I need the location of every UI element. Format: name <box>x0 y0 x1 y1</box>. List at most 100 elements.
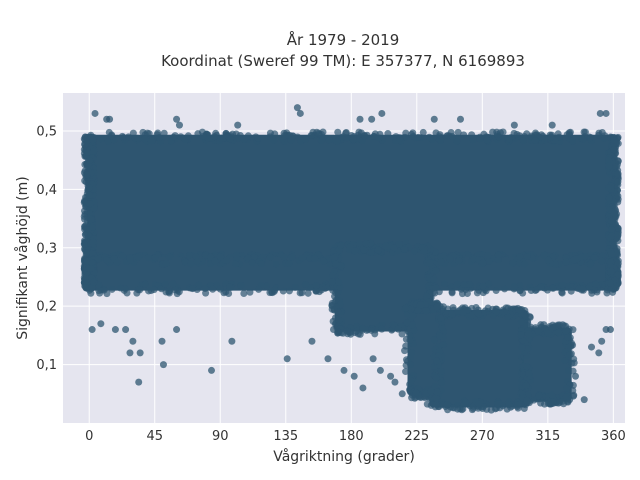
scatter-point <box>226 135 234 143</box>
scatter-point <box>126 253 134 261</box>
scatter-point <box>407 377 415 385</box>
x-tick-label: 0 <box>85 429 93 444</box>
scatter-point <box>113 258 121 266</box>
scatter-point <box>240 136 248 144</box>
scatter-point <box>595 349 603 357</box>
scatter-point <box>173 326 181 334</box>
scatter-point <box>100 286 108 294</box>
scatter-point <box>479 259 487 267</box>
scatter-point <box>394 325 402 333</box>
scatter-point <box>118 252 126 260</box>
scatter-point <box>522 382 530 390</box>
scatter-point <box>515 259 523 267</box>
scatter-point <box>484 304 492 312</box>
scatter-point <box>527 286 535 294</box>
scatter-point <box>351 247 359 255</box>
y-tick-label: 0,3 <box>36 241 57 256</box>
scatter-point <box>548 391 556 399</box>
scatter-point <box>494 400 502 408</box>
scatter-point <box>614 157 622 165</box>
scatter-point <box>587 134 595 142</box>
scatter-point <box>540 134 548 142</box>
scatter-point <box>608 226 616 234</box>
scatter-point <box>359 384 367 392</box>
scatter-point <box>437 258 445 266</box>
scatter-point <box>367 326 375 334</box>
scatter-point <box>579 285 587 293</box>
scatter-point <box>447 283 455 291</box>
scatter-point <box>395 240 403 248</box>
scatter-point <box>550 323 558 331</box>
scatter-point <box>118 132 126 140</box>
scatter-point <box>281 132 289 140</box>
scatter-point <box>605 162 613 170</box>
scatter-point <box>417 301 425 309</box>
scatter-point <box>159 361 167 369</box>
scatter-point <box>562 327 570 335</box>
x-tick-label: 45 <box>146 429 163 444</box>
scatter-point <box>216 253 224 261</box>
scatter-point <box>476 135 484 143</box>
scatter-point <box>160 129 168 137</box>
scatter-point <box>614 178 622 186</box>
y-tick-label: 0,1 <box>36 358 57 373</box>
scatter-point <box>456 115 464 123</box>
scatter-point <box>517 318 525 326</box>
scatter-point <box>359 325 367 333</box>
scatter-point <box>122 326 130 334</box>
scatter-point <box>407 361 415 369</box>
scatter-point <box>523 253 531 261</box>
scatter-point <box>195 281 203 289</box>
scatter-point <box>431 382 439 390</box>
scatter-point <box>170 133 178 141</box>
scatter-point <box>410 247 418 255</box>
scatter-point <box>460 280 468 288</box>
scatter-point <box>562 384 570 392</box>
scatter-point <box>262 282 270 290</box>
scatter-point <box>91 109 99 117</box>
scatter-point <box>577 134 585 142</box>
scatter-point <box>599 252 607 260</box>
scatter-point <box>402 129 410 137</box>
scatter-point <box>570 391 578 399</box>
scatter-point <box>94 255 102 263</box>
x-tick-label: 315 <box>535 429 560 444</box>
scatter-point <box>569 137 577 145</box>
x-tick-label: 225 <box>404 429 429 444</box>
scatter-point <box>333 138 341 146</box>
x-tick-label: 90 <box>212 429 229 444</box>
scatter-point <box>162 288 170 296</box>
scatter-point <box>84 231 92 239</box>
scatter-point <box>453 137 461 145</box>
scatter-point <box>288 253 296 261</box>
scatter-point <box>484 251 492 259</box>
scatter-point <box>598 257 606 265</box>
scatter-point <box>408 321 416 329</box>
scatter-point <box>82 249 90 257</box>
scatter-point <box>468 311 476 319</box>
scatter-point <box>315 129 323 137</box>
scatter-point <box>335 316 343 324</box>
scatter-point <box>432 267 440 275</box>
chart-title-line: Koordinat (Sweref 99 TM): E 357377, N 61… <box>161 52 525 70</box>
scatter-point <box>577 253 585 261</box>
scatter-point <box>342 129 350 137</box>
scatter-point <box>474 309 482 317</box>
scatter-point <box>208 366 216 374</box>
scatter-point <box>287 136 295 144</box>
scatter-point <box>335 278 343 286</box>
scatter-point <box>438 379 446 387</box>
scatter-point <box>412 389 420 397</box>
scatter-point <box>449 404 457 412</box>
scatter-point <box>367 249 375 257</box>
scatter-point <box>567 287 575 295</box>
scatter-point <box>432 374 440 382</box>
scatter-point <box>104 138 112 146</box>
scatter-point <box>433 303 441 311</box>
scatter-point <box>428 135 436 143</box>
scatter-point <box>469 136 477 144</box>
scatter-point <box>228 337 236 345</box>
scatter-point <box>531 137 539 145</box>
scatter-point <box>350 372 358 380</box>
scatter-point <box>360 246 368 254</box>
